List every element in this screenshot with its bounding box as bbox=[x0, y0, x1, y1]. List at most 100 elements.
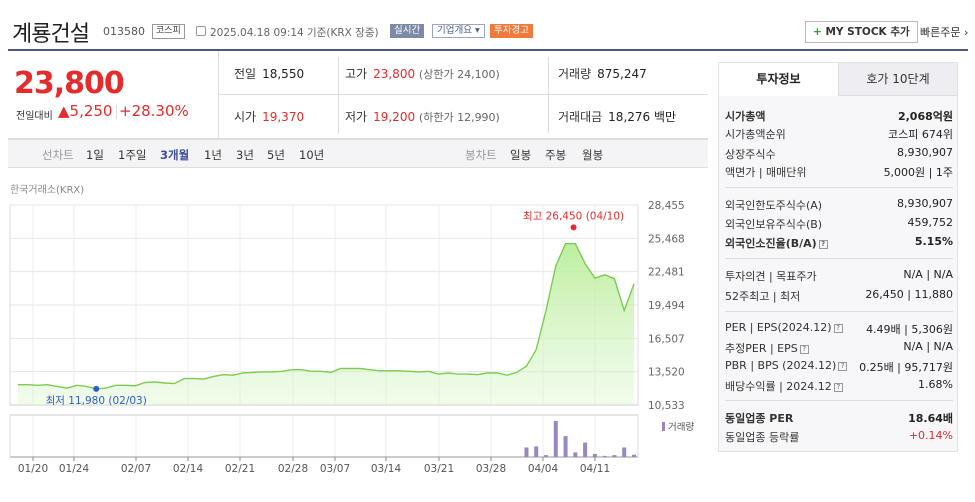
tab-1year[interactable]: 1년 bbox=[204, 148, 222, 162]
market-cap-row: 시가총액 2,068억원 bbox=[725, 110, 953, 123]
divider bbox=[725, 187, 953, 188]
change-value: ▲5,250 bbox=[58, 102, 113, 120]
volume-chart: 거래량 bbox=[524, 420, 694, 457]
tab-orderbook[interactable]: 호가 10단계 bbox=[839, 63, 957, 96]
volume-bar bbox=[622, 447, 627, 457]
tab-1week[interactable]: 1주일 bbox=[118, 148, 147, 162]
divider bbox=[725, 258, 953, 259]
sector-change-row[interactable]: 동일업종 등락률 +0.14% bbox=[725, 429, 953, 444]
quick-order-link[interactable]: 빠른주문 › bbox=[920, 26, 969, 39]
change-percent: +28.30% bbox=[119, 102, 189, 120]
investment-info-panel: 투자정보 호가 10단계 시가총액 2,068억원 시가총액순위 코스피 674위 … bbox=[718, 62, 958, 452]
dividend-row: 배당수익률 | 2024.12? 1.68% bbox=[725, 378, 953, 393]
high-price: 고가 23,800 (상한가 24,100) bbox=[345, 67, 500, 81]
tab-daily[interactable]: 일봉 bbox=[510, 148, 532, 162]
volume-legend-label: 거래량 bbox=[668, 421, 694, 433]
help-icon[interactable]: ? bbox=[799, 344, 809, 354]
price-area-fill bbox=[18, 243, 634, 405]
tab-1day[interactable]: 1일 bbox=[86, 148, 104, 162]
pbr-row: PBR | BPS (2024.12)? 0.25배 | 95,717원 bbox=[725, 359, 953, 374]
y-tick-label: 16,507 bbox=[648, 333, 685, 345]
stock-name: 계룡건설 bbox=[12, 22, 90, 47]
help-icon[interactable]: ? bbox=[833, 382, 843, 392]
x-tick-label: 01/24 bbox=[59, 463, 90, 475]
tab-3month[interactable]: 3개월 bbox=[160, 148, 190, 162]
divider bbox=[725, 400, 953, 401]
help-icon[interactable]: ? bbox=[838, 361, 848, 371]
y-tick-label: 10,533 bbox=[648, 400, 685, 412]
divider bbox=[725, 311, 953, 312]
x-tick-label: 04/04 bbox=[528, 463, 559, 475]
volume-bar bbox=[534, 446, 539, 457]
par-row: 액면가 | 매매단위 5,000원 | 1주 bbox=[725, 166, 953, 179]
volume-bar bbox=[573, 452, 578, 457]
volume-bar bbox=[524, 447, 529, 457]
stock-code: 013580 bbox=[103, 25, 145, 38]
tab-10year[interactable]: 10년 bbox=[299, 148, 325, 162]
y-tick-label: 19,494 bbox=[648, 300, 685, 312]
chart-source: 한국거래소(KRX) bbox=[10, 185, 85, 196]
tab-3year[interactable]: 3년 bbox=[236, 148, 254, 162]
sector-per-row[interactable]: 동일업종 PER 18.64배 bbox=[725, 412, 953, 425]
shares-row: 상장주식수 8,930,907 bbox=[725, 146, 953, 161]
volume-bar bbox=[583, 442, 588, 457]
volume-bar bbox=[563, 436, 568, 457]
x-tick-label: 03/14 bbox=[371, 463, 402, 475]
price-summary: 23,800 전일대비 ▲5,250 +28.30% 전일 18,550 고가 23… bbox=[8, 51, 708, 139]
divider bbox=[218, 94, 708, 95]
high-marker bbox=[570, 224, 577, 231]
realtime-button[interactable]: 실시간 bbox=[390, 24, 425, 38]
x-tick-label: 02/07 bbox=[121, 463, 151, 475]
current-price: 23,800 bbox=[14, 66, 125, 101]
divider bbox=[338, 57, 339, 133]
y-tick-label: 13,520 bbox=[648, 367, 685, 379]
opinion-row: 투자의견 | 목표주가 N/A | N/A bbox=[725, 268, 953, 283]
tab-weekly[interactable]: 주봉 bbox=[545, 148, 567, 162]
market-cap-rank-row[interactable]: 시가총액순위 코스피 674위 bbox=[725, 128, 953, 141]
tab-candle-chart[interactable]: 봉차트 bbox=[465, 148, 497, 162]
x-tick-label: 03/07 bbox=[320, 463, 350, 475]
x-tick-label: 02/21 bbox=[225, 463, 255, 475]
chart-markers: 최고 26,450 (04/10) 최저 11,980 (02/03) bbox=[46, 210, 625, 406]
x-tick-label: 03/28 bbox=[476, 463, 506, 475]
volume-bar bbox=[544, 455, 548, 457]
per-row: PER | EPS(2024.12)? 4.49배 | 5,306원 bbox=[725, 321, 953, 336]
market-badge: 코스피 bbox=[152, 24, 185, 39]
volume-bar bbox=[553, 420, 558, 457]
volume-bar bbox=[612, 455, 617, 457]
investment-warning-badge[interactable]: 투자경고 bbox=[490, 24, 533, 38]
plus-icon: + bbox=[813, 26, 822, 38]
tab-monthly[interactable]: 월봉 bbox=[582, 148, 604, 162]
x-tick-label: 01/20 bbox=[18, 463, 48, 475]
high-label: 최고 26,450 (04/10) bbox=[523, 210, 624, 222]
est-per-row: 추정PER | EPS? N/A | N/A bbox=[725, 340, 953, 355]
chart-period-tabs: 선차트 1일 1주일 3개월 1년 3년 5년 10년 봉차트 일봉 주봉 월봉 bbox=[8, 139, 708, 168]
x-tick-label: 04/11 bbox=[580, 463, 610, 475]
low-marker bbox=[93, 385, 100, 392]
tab-investment-info[interactable]: 투자정보 bbox=[719, 63, 839, 96]
low-label: 최저 11,980 (02/03) bbox=[46, 395, 147, 407]
chart-area bbox=[18, 242, 635, 405]
y-tick-label: 28,455 bbox=[648, 200, 685, 212]
volume: 거래량 875,247 bbox=[558, 67, 647, 81]
volume-bar bbox=[592, 453, 597, 457]
volume-bar bbox=[602, 455, 607, 457]
tab-line-chart[interactable]: 선차트 bbox=[42, 148, 74, 162]
header-divider bbox=[8, 49, 968, 51]
x-tick-label: 02/28 bbox=[278, 463, 308, 475]
price-chart: 28,455 25,468 22,481 19,494 16,507 13,520 10,5… bbox=[9, 200, 694, 475]
company-overview-dropdown[interactable]: 기업개요 ▾ bbox=[432, 24, 485, 38]
tab-5year[interactable]: 5년 bbox=[267, 148, 285, 162]
help-icon[interactable]: ? bbox=[818, 239, 828, 249]
price-line bbox=[18, 242, 635, 390]
week52-row: 52주최고 | 최저 26,450 | 11,880 bbox=[725, 288, 953, 303]
y-tick-label: 25,468 bbox=[648, 233, 685, 245]
clock-icon bbox=[196, 26, 206, 36]
divider bbox=[116, 105, 117, 119]
volume-bar bbox=[632, 454, 636, 457]
divider bbox=[548, 57, 549, 133]
help-icon[interactable]: ? bbox=[833, 323, 843, 333]
divider bbox=[218, 51, 219, 139]
add-my-stock-button[interactable]: + MY STOCK 추가 bbox=[805, 21, 918, 43]
compare-label: 전일대비 bbox=[16, 111, 53, 122]
